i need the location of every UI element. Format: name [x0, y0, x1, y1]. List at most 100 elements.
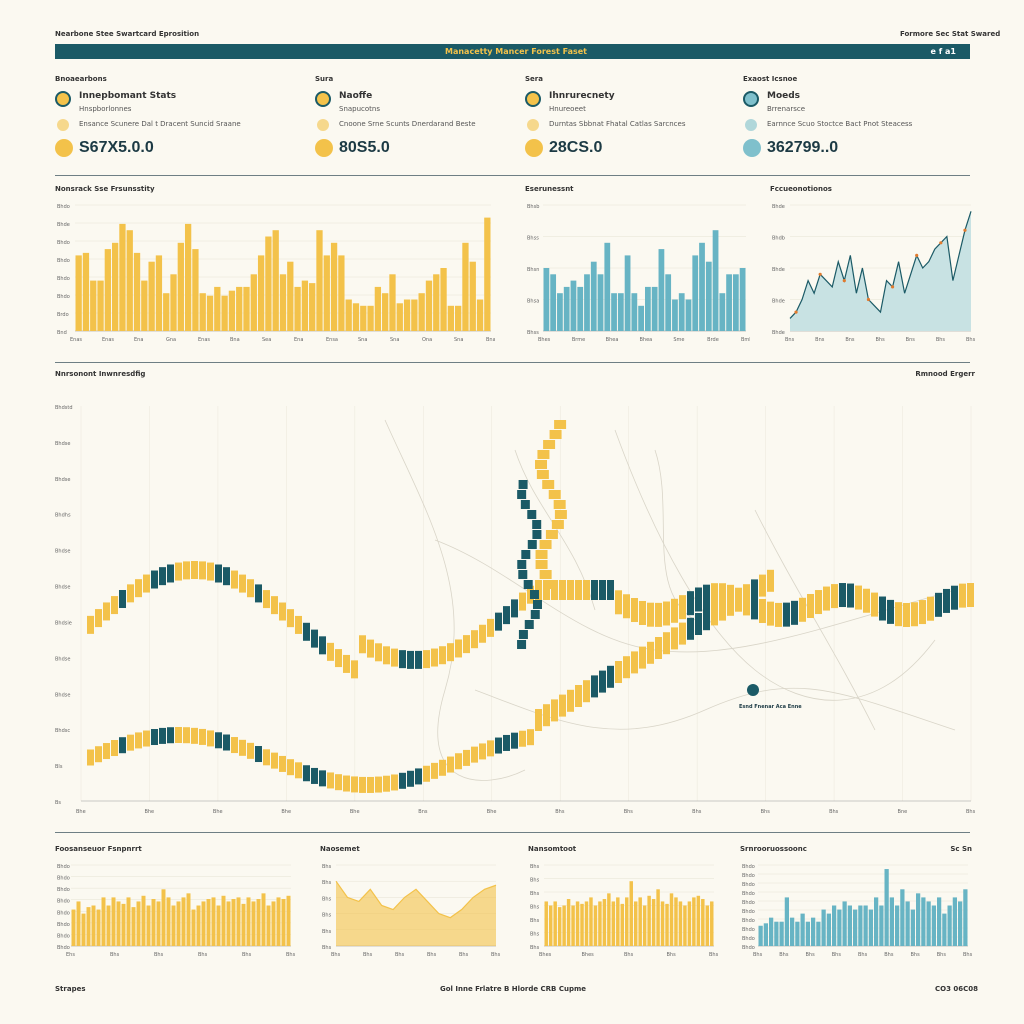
bar — [266, 905, 271, 946]
map-bar — [607, 580, 614, 600]
bar — [624, 255, 631, 331]
x-tick-label: Ehs — [66, 952, 75, 958]
bar — [156, 901, 161, 946]
x-tick-label: Bhs — [667, 952, 677, 958]
map-bar — [807, 593, 814, 618]
bar — [301, 280, 309, 331]
y-tick-label: Bhss — [527, 236, 539, 242]
bar — [86, 907, 91, 946]
map-bar — [559, 694, 566, 717]
bar — [82, 252, 90, 331]
bar — [192, 249, 199, 331]
bar — [557, 907, 562, 946]
bar — [97, 280, 104, 331]
x-tick-label: Bhs — [624, 952, 634, 958]
map-bar — [518, 570, 528, 579]
bar — [617, 293, 624, 331]
bar — [712, 230, 719, 331]
y-tick-label: Bhdo — [742, 873, 755, 879]
y-tick-label: Bhdo — [742, 900, 755, 906]
stat-description: Cnoone Srne Scunts Dnerdarand Beste — [339, 120, 476, 128]
map-bar — [553, 500, 566, 509]
map-bar — [599, 580, 606, 600]
bar — [719, 293, 726, 331]
stat-card: Sura Naoffe Snapucotns Cnoone Srne Scunts D… — [315, 75, 545, 165]
chart-title: Nnrsonont Inwnresdfig — [55, 370, 146, 378]
map-bar — [503, 734, 510, 751]
footer-left: Strapes — [55, 985, 86, 993]
x-tick-label: Bnas — [486, 337, 495, 343]
y-tick-label: Bhs — [322, 880, 332, 886]
map-bar — [367, 639, 374, 658]
x-tick-label: Bhe — [213, 809, 223, 815]
map-bar — [527, 540, 537, 549]
x-tick-label: Bhs — [709, 952, 718, 958]
footer-center: Gol Inne Frlatre B Hlorde CRB Cupme — [440, 985, 586, 993]
bar — [685, 299, 692, 331]
bar — [176, 901, 181, 946]
x-tick-label: Bhs — [692, 809, 702, 815]
map-bar — [431, 648, 438, 667]
x-tick-label: Ona — [422, 337, 432, 343]
map-bar — [335, 649, 342, 668]
location-pin-icon[interactable] — [747, 684, 759, 696]
map-bar — [847, 583, 854, 608]
map-bar — [511, 599, 518, 618]
map-bar — [319, 770, 326, 787]
bar — [826, 913, 831, 946]
map-bar — [895, 602, 902, 627]
map-bar — [95, 746, 102, 763]
stat-value: 362799..0 — [767, 139, 839, 156]
map-bar — [519, 730, 526, 747]
bar — [665, 903, 669, 946]
map-bar — [383, 646, 390, 665]
map-bar — [543, 580, 550, 600]
bar — [476, 299, 484, 331]
bar — [201, 901, 206, 946]
x-tick-label: Bhs — [884, 952, 894, 958]
bar — [309, 283, 316, 331]
map-bar — [863, 588, 870, 613]
map-bar — [455, 753, 462, 770]
bar — [96, 909, 101, 946]
bar — [106, 905, 111, 946]
y-tick-label: Bhdo — [742, 909, 755, 915]
bar — [942, 913, 947, 946]
x-tick-label: Sna — [390, 337, 399, 343]
map-chart-svg: Bhdstd Bhdse Bhdse Bhdhs Bhdse Bhdse Bhdsie Bhd… — [55, 405, 975, 815]
bar — [345, 299, 352, 331]
stat-value: S67X5.0.0 — [79, 139, 154, 156]
y-tick-label: Bhs — [322, 896, 332, 902]
bar — [811, 917, 816, 946]
map-bar — [671, 627, 678, 650]
map-bar — [535, 550, 548, 559]
bar — [562, 905, 566, 946]
y-tick-label: Bhs — [322, 945, 332, 951]
bar — [265, 236, 272, 331]
map-bar — [183, 727, 190, 744]
map-bar — [663, 632, 670, 655]
map-bar — [359, 635, 366, 654]
bar — [171, 905, 176, 946]
map-bar — [263, 749, 270, 766]
map-bar — [263, 590, 270, 609]
x-tick-label: Bhea — [606, 337, 619, 343]
map-bar — [95, 609, 102, 628]
bar — [910, 909, 915, 946]
map-bar — [471, 630, 478, 649]
map-bar — [495, 737, 502, 754]
stat-name: Innepbomant Stats — [79, 91, 177, 101]
bar — [543, 268, 550, 331]
bar — [952, 897, 957, 946]
bar — [90, 280, 97, 331]
y-tick-label: Bhss — [527, 330, 539, 336]
map-bar — [367, 776, 374, 793]
map-bar — [191, 561, 198, 579]
map-bar — [759, 598, 766, 623]
chart-panel-2: Eserunessnt Bhsb Bhss Bhsn Bhsa Bhss Bhes Brme B… — [525, 185, 750, 345]
bar — [251, 901, 256, 946]
map-bar — [549, 430, 562, 439]
chart-title: Naosemet — [320, 845, 360, 853]
bar — [316, 230, 323, 331]
